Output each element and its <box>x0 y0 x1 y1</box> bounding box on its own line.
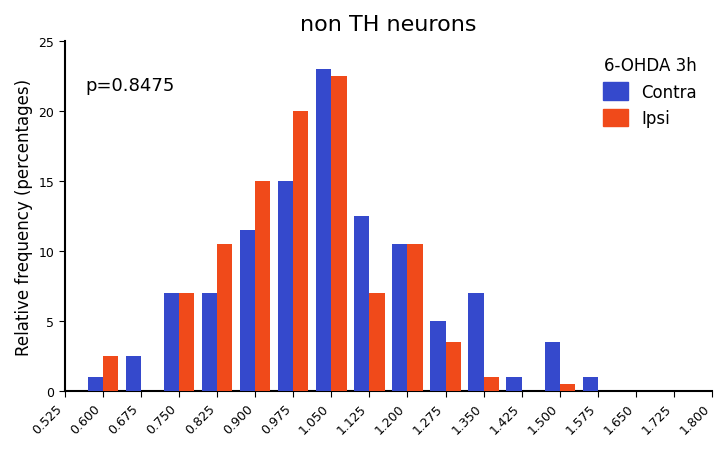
Bar <box>468 293 483 391</box>
Bar <box>278 182 293 391</box>
Title: non TH neurons: non TH neurons <box>300 15 477 35</box>
Bar <box>560 384 575 391</box>
Bar <box>240 230 255 391</box>
Bar <box>507 377 522 391</box>
Bar <box>179 293 194 391</box>
Bar <box>712 377 727 391</box>
Bar <box>126 356 141 391</box>
Bar <box>316 70 332 391</box>
Bar <box>164 293 179 391</box>
Bar <box>446 342 461 391</box>
Bar <box>369 293 385 391</box>
Bar <box>430 321 446 391</box>
Bar <box>255 182 270 391</box>
Bar <box>407 244 422 391</box>
Text: p=0.8475: p=0.8475 <box>85 77 174 95</box>
Bar <box>332 77 347 391</box>
Legend: Contra, Ipsi: Contra, Ipsi <box>596 51 704 134</box>
Bar <box>217 244 233 391</box>
Bar <box>88 377 103 391</box>
Bar <box>354 216 369 391</box>
Bar <box>545 342 560 391</box>
Bar <box>103 356 119 391</box>
Y-axis label: Relative frequency (percentages): Relative frequency (percentages) <box>15 78 33 355</box>
Bar <box>393 244 407 391</box>
Bar <box>293 112 308 391</box>
Bar <box>582 377 598 391</box>
Bar <box>202 293 217 391</box>
Bar <box>483 377 499 391</box>
